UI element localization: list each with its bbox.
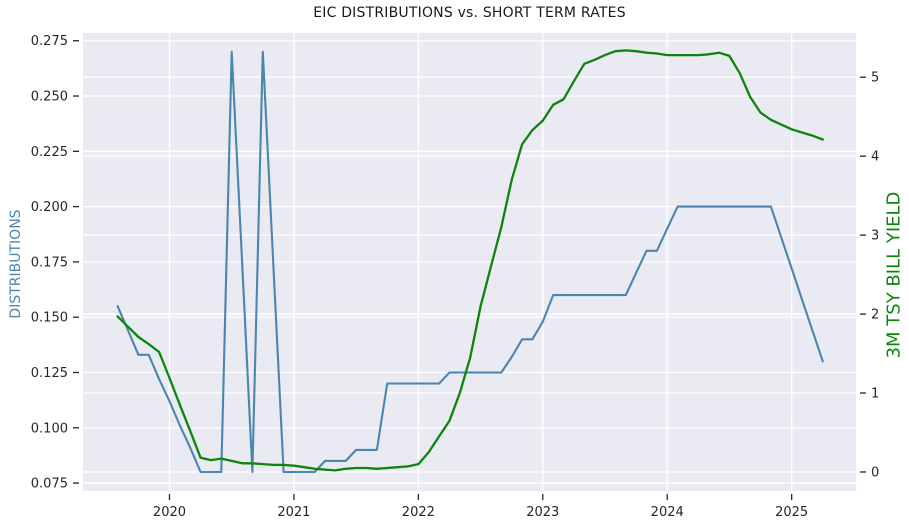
left-tick-label: 0.100	[31, 421, 68, 436]
series-line-3m-tsy-bill-yield	[116, 49, 824, 472]
grid-lines	[83, 33, 856, 491]
x-tick-label: 2021	[277, 505, 310, 520]
right-tick-label: 2	[871, 308, 879, 323]
left-tick-label: 0.125	[31, 366, 68, 381]
right-tick-label: 3	[871, 229, 879, 244]
right-axis-label: 3M TSY BILL YIELD	[883, 191, 905, 359]
x-tick-label: 2024	[651, 505, 684, 520]
x-tick-label: 2025	[775, 505, 808, 520]
x-tick-label: 2023	[526, 505, 559, 520]
tick-marks	[73, 40, 866, 500]
left-tick-label: 0.200	[31, 200, 68, 215]
right-tick-label: 4	[871, 150, 879, 165]
left-tick-label: 0.150	[31, 311, 68, 326]
x-tick-label: 2020	[153, 505, 186, 520]
left-tick-label: 0.275	[31, 34, 68, 49]
left-tick-label: 0.075	[31, 477, 68, 492]
x-tick-label: 2022	[402, 505, 435, 520]
right-tick-label: 1	[871, 387, 879, 402]
left-tick-label: 0.250	[31, 90, 68, 105]
series-line-distributions	[116, 50, 824, 474]
tick-labels: 0.075 0.100 0.125 0.150 0.175 0.200 0.225 0.250…	[31, 34, 880, 520]
right-tick-label: 0	[871, 465, 879, 480]
left-tick-label: 0.175	[31, 255, 68, 270]
left-tick-label: 0.225	[31, 145, 68, 160]
left-axis-label: DISTRIBUTIONS	[8, 209, 24, 319]
right-tick-label: 5	[871, 71, 879, 86]
chart-title: EIC DISTRIBUTIONS vs. SHORT TERM RATES	[313, 5, 626, 21]
